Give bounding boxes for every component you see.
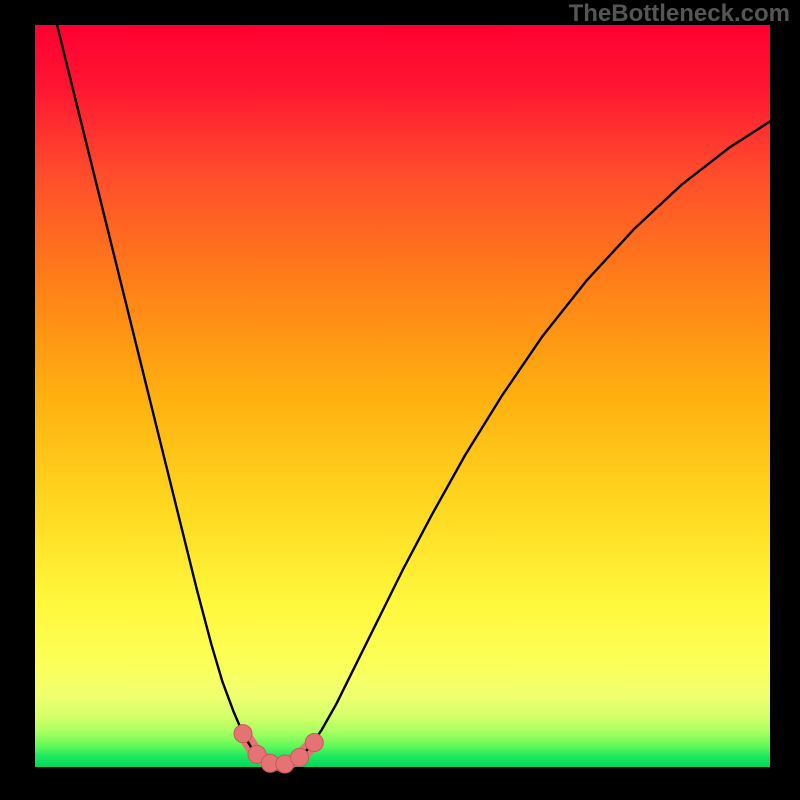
watermark-text: TheBottleneck.com <box>569 0 790 28</box>
chart-gradient-background <box>35 25 770 767</box>
chart-container: TheBottleneck.com <box>0 0 800 800</box>
